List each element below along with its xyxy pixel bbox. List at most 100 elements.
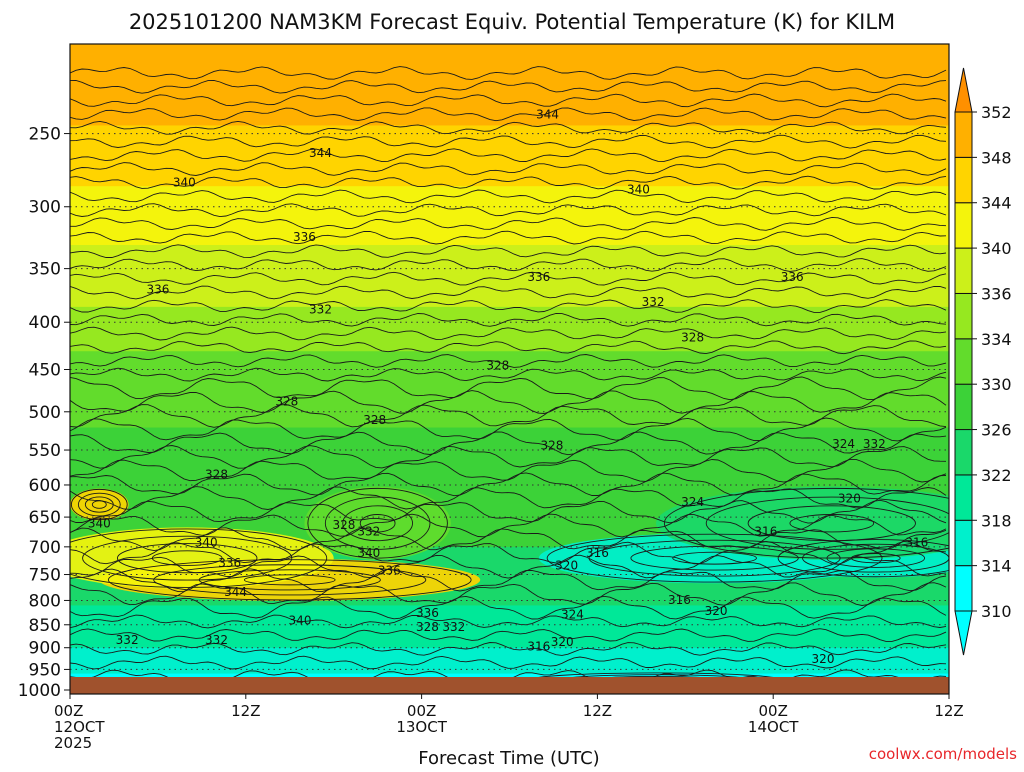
y-tick-label: 450 [29,360,61,380]
contour-label: 332 [357,525,380,539]
contour-line [70,655,947,670]
contour-line [70,326,947,341]
field-band [70,306,949,353]
contour-label: 332 [442,620,465,634]
x-tick-label: 00Z [759,702,788,720]
x-tick-label: 00Z [54,702,83,720]
contour-label: 344 [224,585,247,599]
contour-ring [538,672,774,677]
contour-ring [70,488,128,521]
contour-label: 340 [173,175,196,189]
contour-label: 332 [205,633,228,647]
contour-ring [91,500,107,509]
contour-label: 320 [555,558,578,572]
x-tick-label: 12Z [231,702,260,720]
contour-ring [153,564,427,596]
colorbar-segment [954,474,973,521]
colorbar-tick-label: 318 [981,511,1012,530]
y-tick-label: 600 [29,476,61,496]
contour-label: 336 [293,230,316,244]
contour-labels: 3443443403403363363363363323323283283283… [88,107,928,666]
colorbar-tick-label: 344 [981,194,1012,213]
contour-line [70,148,947,163]
y-tick-label: 250 [29,125,61,145]
colorbar-segment [954,519,973,567]
chart-title: 2025101200 NAM3KM Forecast Equiv. Potent… [129,10,895,34]
y-tick-label: 750 [29,566,61,586]
contour-label: 328 [275,395,298,409]
contour-label: 336 [416,606,439,620]
y-tick-label: 400 [29,313,61,333]
contour-line [70,299,947,313]
colorbar-tick-label: 334 [981,330,1012,349]
y-axis: 250 300 350 400 450 500 550 600 650 700 750 800 850 9… [18,125,70,701]
contour-label: 320 [812,652,835,666]
contour-ring [705,496,949,550]
contour-line [70,499,947,524]
contour-label: 332 [863,437,886,451]
colorbar-segment [954,383,973,431]
contour-line [70,568,947,593]
contour-label: 332 [309,302,332,316]
contour-ring [747,505,916,542]
contour-label: 324 [832,437,855,451]
x-tick-label: 12OCT [54,718,105,736]
field-band [70,186,949,247]
contour-line [70,354,947,368]
contour-line [70,376,947,401]
contour-label: 328 [486,359,509,373]
contour-line [70,93,947,108]
contour-ring [116,543,258,574]
pressure-gridlines [70,133,949,670]
contour-line [70,216,947,231]
contour-label: 336 [218,556,241,570]
contour-line [70,513,947,538]
contour-line [70,285,947,300]
contour-label: 328 [333,518,356,532]
contour-line [70,541,947,565]
contour-line [70,390,947,414]
contour-ring [82,535,293,581]
contour-line [70,340,947,355]
contour-label: 316 [527,639,550,653]
contour-line [70,445,947,469]
contour-ring [342,505,413,542]
contour-label: 324 [561,607,584,621]
colorbar-tick-label: 336 [981,284,1012,303]
field-band [70,125,949,188]
contour-line [70,614,947,629]
contour-ring [84,496,114,513]
contour-ring [107,559,472,601]
field-band [70,351,949,429]
y-tick-label: 900 [29,639,61,659]
contour-ring [151,550,223,566]
contour-line [70,404,947,428]
contour-line [70,431,947,456]
contour-ring [777,539,949,578]
contour-label: 344 [309,146,332,160]
contour-line [70,120,947,135]
contour-ring [802,543,949,573]
credit-link[interactable]: coolwx.com/models [869,745,1017,763]
contour-line [70,417,947,442]
contour-line [70,203,947,218]
contour-label: 344 [536,107,559,121]
contour-label: 332 [642,295,665,309]
contour-line [70,486,947,510]
contour-label: 316 [905,536,928,550]
colorbar-segment [954,429,973,476]
y-tick-label: 850 [29,616,61,636]
field-band [70,245,949,308]
colorbar-tick-label: 326 [981,421,1012,440]
contour-line [70,79,947,94]
contour-line [70,134,947,149]
contour-line [70,107,947,122]
contour-label: 324 [681,495,704,509]
y-tick-label: 350 [29,260,61,280]
contour-label: 336 [378,564,401,578]
colorbar-segment [954,338,973,385]
y-tick-label: 800 [29,591,61,611]
contour-label: 340 [289,614,312,628]
contour-label: 340 [627,182,650,196]
